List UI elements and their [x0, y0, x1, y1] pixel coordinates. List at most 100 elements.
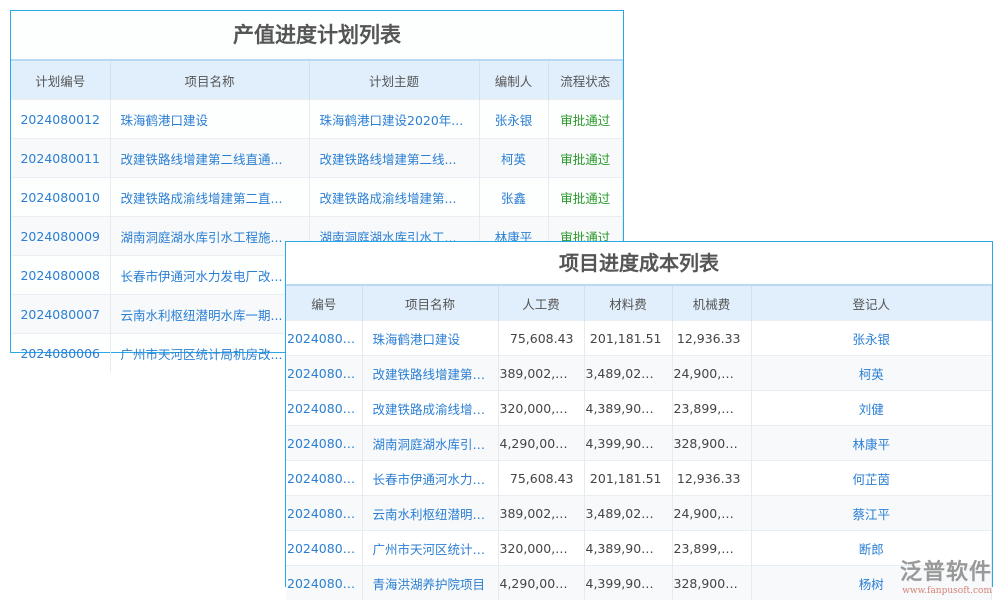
column-header[interactable]: 计划主题 — [309, 59, 480, 100]
table-cell[interactable]: 长春市伊通河水力发电厂改建... — [362, 460, 499, 496]
table-cell: 张鑫 — [479, 177, 549, 217]
table-cell: 蔡江平 — [751, 495, 992, 531]
table-cell: 75,608.43 — [498, 460, 585, 496]
table-cell: 4,399,900,000.00 — [584, 565, 673, 600]
column-header[interactable]: 登记人 — [751, 284, 992, 321]
table-cell[interactable]: 2024080012 — [11, 99, 111, 139]
table-cell: 林康平 — [751, 425, 992, 461]
table-cell: 断郎 — [751, 530, 992, 566]
cost-title: 项目进度成本列表 — [559, 251, 719, 275]
table-row[interactable]: 2024080010改建铁路成渝线增建第二直通...320,000,090.00… — [286, 390, 992, 426]
table-cell[interactable]: 2024080005 — [286, 565, 363, 600]
table-row[interactable]: 2024080006广州市天河区统计局机房改造...320,000,090.00… — [286, 530, 992, 566]
table-cell[interactable]: 改建铁路线增建第二线直通线... — [362, 355, 499, 391]
table-cell[interactable]: 2024080007 — [286, 495, 363, 531]
table-cell[interactable]: 2024080011 — [11, 138, 111, 178]
table-cell: 328,900,000.00 — [672, 565, 752, 600]
table-row[interactable]: 2024080011 改建铁路线增建第二线直通... 改建铁路线增建第二线... 柯英… — [11, 138, 623, 178]
table-cell: 389,002,800.00 — [498, 495, 585, 531]
table-row[interactable]: 20240800011改建铁路线增建第二线直通线...389,002,800.0… — [286, 355, 992, 391]
table-row[interactable]: 2024080005青海洪湖养护院项目4,290,000,000.004,399… — [286, 565, 992, 600]
table-cell: 审批通过 — [548, 177, 623, 217]
plan-title: 产值进度计划列表 — [233, 23, 401, 47]
table-cell: 201,181.51 — [584, 460, 673, 496]
table-cell: 320,000,090.00 — [498, 390, 585, 426]
table-cell: 4,389,900,000.00 — [584, 530, 673, 566]
column-header[interactable]: 流程状态 — [548, 59, 623, 100]
table-cell: 柯英 — [479, 138, 549, 178]
table-cell: 24,900,032,80... — [672, 495, 752, 531]
table-cell[interactable]: 湖南洞庭湖水库引水工程施... — [110, 216, 310, 256]
table-cell: 审批通过 — [548, 138, 623, 178]
table-cell: 23,899,000.00 — [672, 530, 752, 566]
table-row[interactable]: 2024080007云南水利枢纽潜明水库一期工...389,002,800.00… — [286, 495, 992, 531]
table-row[interactable]: 20240800012珠海鹤港口建设75,608.43201,181.5112,… — [286, 320, 992, 356]
table-cell[interactable]: 20240800011 — [286, 355, 363, 391]
cost-panel: 项目进度成本列表 编号项目名称人工费材料费机械费登记人20240800012珠海… — [285, 241, 993, 600]
table-cell: 杨树 — [751, 565, 992, 600]
cost-table: 编号项目名称人工费材料费机械费登记人20240800012珠海鹤港口建设75,6… — [286, 284, 992, 600]
table-cell[interactable]: 2024080008 — [286, 460, 363, 496]
table-cell[interactable]: 云南水利枢纽潜明水库一期... — [110, 294, 310, 334]
table-cell[interactable]: 长春市伊通河水力发电厂改... — [110, 255, 310, 295]
table-cell[interactable]: 湖南洞庭湖水库引水工程施工... — [362, 425, 499, 461]
table-cell: 328,900,000.00 — [672, 425, 752, 461]
column-header[interactable]: 人工费 — [498, 284, 585, 321]
table-cell[interactable]: 2024080008 — [11, 255, 111, 295]
table-cell[interactable]: 2024080006 — [286, 530, 363, 566]
table-cell[interactable]: 2024080009 — [286, 425, 363, 461]
column-header[interactable]: 计划编号 — [11, 59, 111, 100]
table-cell[interactable]: 珠海鹤港口建设 — [362, 320, 499, 356]
table-row[interactable]: 2024080012 珠海鹤港口建设 珠海鹤港口建设2020年... 张永银 审批通过 — [11, 99, 623, 139]
table-cell: 4,399,900,000.00 — [584, 425, 673, 461]
watermark-logo: 泛普软件 www.fanpusoft.com — [900, 554, 992, 596]
table-cell[interactable]: 20240800012 — [286, 320, 363, 356]
table-cell: 审批通过 — [548, 99, 623, 139]
table-cell: 柯英 — [751, 355, 992, 391]
table-cell: 389,002,800.00 — [498, 355, 585, 391]
column-header[interactable]: 编制人 — [479, 59, 549, 100]
column-header[interactable]: 项目名称 — [110, 59, 310, 100]
table-cell: 改建铁路线增建第二线... — [309, 138, 480, 178]
table-cell[interactable]: 改建铁路线增建第二线直通... — [110, 138, 310, 178]
table-row[interactable]: 2024080010 改建铁路成渝线增建第二直... 改建铁路成渝线增建第... 张鑫… — [11, 177, 623, 217]
column-header[interactable]: 编号 — [286, 284, 363, 321]
table-cell[interactable]: 广州市天河区统计局机房改造... — [362, 530, 499, 566]
table-cell: 改建铁路成渝线增建第... — [309, 177, 480, 217]
table-cell: 4,290,000,000.00 — [498, 425, 585, 461]
table-cell: 4,290,000,000.00 — [498, 565, 585, 600]
table-cell[interactable]: 改建铁路成渝线增建第二直... — [110, 177, 310, 217]
table-cell[interactable]: 2024080007 — [11, 294, 111, 334]
table-cell[interactable]: 云南水利枢纽潜明水库一期工... — [362, 495, 499, 531]
table-cell: 12,936.33 — [672, 460, 752, 496]
table-cell[interactable]: 2024080006 — [11, 333, 111, 372]
table-cell: 3,489,020,380.00 — [584, 355, 673, 391]
table-cell: 12,936.33 — [672, 320, 752, 356]
table-cell[interactable]: 广州市天河区统计局机房改... — [110, 333, 310, 372]
column-header[interactable]: 材料费 — [584, 284, 673, 321]
column-header[interactable]: 项目名称 — [362, 284, 499, 321]
table-row[interactable]: 2024080008长春市伊通河水力发电厂改建...75,608.43201,1… — [286, 460, 992, 496]
table-cell: 201,181.51 — [584, 320, 673, 356]
table-cell: 张永银 — [751, 320, 992, 356]
watermark-brand: 泛普软件 — [899, 560, 992, 585]
table-cell[interactable]: 2024080009 — [11, 216, 111, 256]
table-cell: 何芷茵 — [751, 460, 992, 496]
table-cell[interactable]: 青海洪湖养护院项目 — [362, 565, 499, 600]
table-cell: 24,900,032,80... — [672, 355, 752, 391]
table-cell: 珠海鹤港口建设2020年... — [309, 99, 480, 139]
table-cell[interactable]: 珠海鹤港口建设 — [110, 99, 310, 139]
table-cell: 刘健 — [751, 390, 992, 426]
table-cell: 75,608.43 — [498, 320, 585, 356]
watermark-url: www.fanpusoft.com — [902, 586, 992, 596]
table-cell: 张永银 — [479, 99, 549, 139]
table-cell: 4,389,900,000.00 — [584, 390, 673, 426]
table-cell: 23,899,000.00 — [672, 390, 752, 426]
table-cell: 3,489,020,380.00 — [584, 495, 673, 531]
table-cell: 320,000,090.00 — [498, 530, 585, 566]
table-cell[interactable]: 2024080010 — [11, 177, 111, 217]
column-header[interactable]: 机械费 — [672, 284, 752, 321]
table-row[interactable]: 2024080009湖南洞庭湖水库引水工程施工...4,290,000,000.… — [286, 425, 992, 461]
table-cell[interactable]: 2024080010 — [286, 390, 363, 426]
table-cell[interactable]: 改建铁路成渝线增建第二直通... — [362, 390, 499, 426]
